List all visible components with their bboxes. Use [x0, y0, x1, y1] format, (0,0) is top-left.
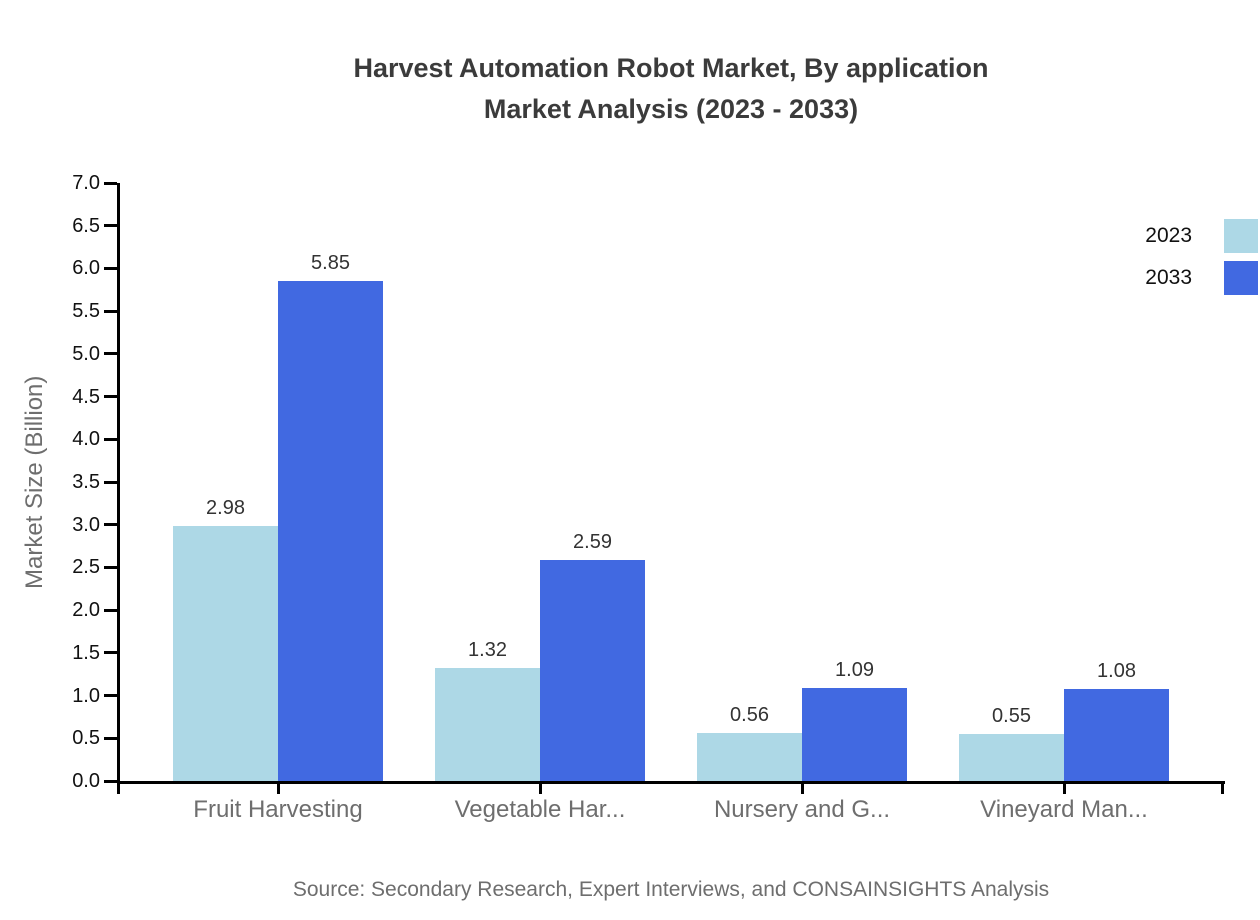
y-tick-mark: [104, 565, 117, 569]
chart-title-line2: Market Analysis (2023 - 2033): [483, 94, 859, 124]
bar-value-label-2033-3: 1.08: [1097, 659, 1136, 682]
legend-swatch-2023: [1224, 219, 1258, 253]
legend-label-2023: 2023: [1145, 224, 1192, 247]
y-tick-label: 5.5: [72, 300, 100, 323]
x-tick-mark: [1062, 781, 1066, 794]
x-axis-line: [117, 781, 1225, 784]
y-tick-mark: [104, 224, 117, 228]
y-tick-label: 3.0: [72, 513, 100, 536]
x-tick-mark: [1220, 781, 1224, 794]
bar-2033-1: [540, 559, 645, 781]
bar-2023-2: [697, 733, 802, 781]
y-tick-mark: [104, 266, 117, 270]
x-category-label: Vegetable Har...: [454, 796, 626, 823]
y-tick-mark: [104, 309, 117, 313]
plot-area: 0.0 0.5 1.0 1.5 2.0 2.5 3.0 3.5 4.0 4.5 5.0 5.5 6.0 6…: [72, 172, 1225, 823]
y-tick-mark: [104, 181, 117, 185]
y-tick-label: 3.5: [72, 471, 100, 493]
legend-swatch-2033: [1224, 261, 1258, 295]
y-tick-label: 0.5: [72, 727, 100, 750]
bar-2023-0: [173, 526, 278, 781]
chart-title-line1: Harvest Automation Robot Market, By appl…: [353, 53, 989, 83]
bar-value-label-2033-1: 2.59: [573, 530, 612, 553]
y-tick-label: 2.5: [72, 556, 100, 579]
legend: 2023 2033: [1145, 219, 1258, 295]
bar-2023-3: [959, 734, 1064, 781]
y-tick-mark: [104, 779, 117, 783]
x-category-label: Nursery and G...: [713, 796, 891, 823]
bar-value-label-2023-2: 0.56: [730, 704, 769, 727]
y-tick-label: 5.0: [72, 342, 100, 365]
bar-value-label-2023-3: 0.55: [992, 705, 1031, 728]
bar-2033-2: [802, 687, 907, 781]
bar-2033-3: [1064, 688, 1169, 781]
bar-2023-1: [435, 668, 540, 781]
x-category-label: Vineyard Man...: [980, 796, 1148, 823]
y-axis-line: [117, 183, 120, 794]
y-tick-label: 4.5: [72, 385, 100, 408]
source-note: Source: Secondary Research, Expert Inter…: [292, 878, 1050, 901]
y-tick-mark: [104, 736, 117, 740]
y-tick-label: 7.0: [72, 172, 100, 194]
y-tick-mark: [104, 523, 117, 527]
bar-2033-0: [278, 281, 383, 781]
x-category-label: Fruit Harvesting: [193, 796, 363, 823]
y-tick-mark: [104, 651, 117, 655]
y-tick-mark: [104, 437, 117, 441]
x-tick-mark: [276, 781, 280, 794]
y-tick-label: 4.0: [72, 428, 100, 451]
y-tick-label: 6.5: [72, 214, 100, 237]
y-tick-label: 6.0: [72, 257, 100, 280]
y-tick-label: 0.0: [72, 770, 100, 792]
y-tick-label: 2.0: [72, 599, 100, 622]
bar-value-label-2033-2: 1.09: [835, 658, 874, 681]
y-tick-label: 1.0: [72, 684, 100, 707]
legend-item-2033: 2033: [1145, 261, 1258, 295]
chart-title: Harvest Automation Robot Market, By appl…: [120, 48, 1222, 130]
y-tick-mark: [104, 694, 117, 698]
y-tick-mark: [104, 352, 117, 356]
bar-value-label-2023-1: 1.32: [468, 639, 507, 662]
x-tick-mark: [800, 781, 804, 794]
legend-label-2033: 2033: [1145, 266, 1192, 289]
y-tick-label: 1.5: [72, 641, 100, 664]
y-tick-mark: [104, 395, 117, 399]
y-tick-mark: [104, 608, 117, 612]
legend-item-2023: 2023: [1145, 219, 1258, 253]
bar-value-label-2023-0: 2.98: [206, 497, 245, 520]
x-tick-mark: [538, 781, 542, 794]
y-tick-mark: [104, 480, 117, 484]
bar-value-label-2033-0: 5.85: [311, 252, 350, 275]
